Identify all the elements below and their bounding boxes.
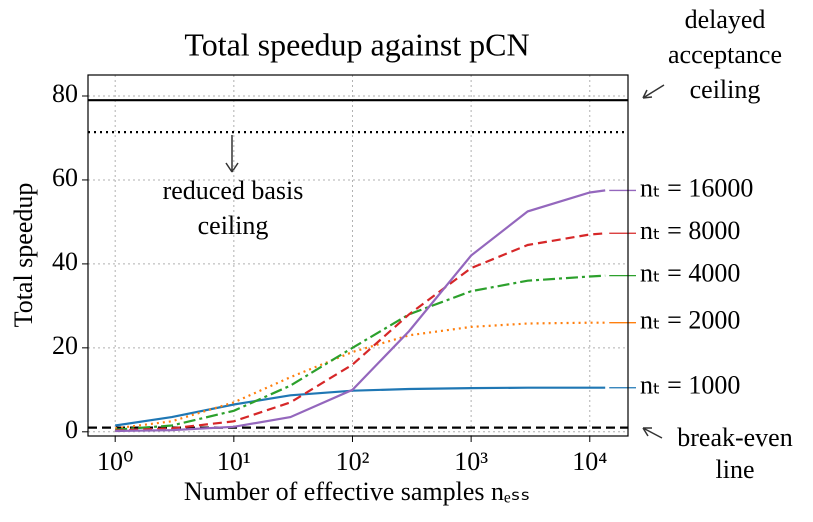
arrow xyxy=(642,84,665,99)
y-tick-label: 20 xyxy=(52,331,78,360)
annotation: ceiling xyxy=(198,211,269,240)
y-tick-label: 40 xyxy=(52,247,78,276)
x-tick-label: 10⁰ xyxy=(97,447,133,476)
x-axis-label: Number of effective samples nₑₛₛ xyxy=(184,477,530,506)
annotation: line xyxy=(716,455,755,484)
y-tick-label: 80 xyxy=(52,79,78,108)
annotation: acceptance xyxy=(668,40,782,69)
y-tick-label: 0 xyxy=(65,415,78,444)
series-label: nₜ = 8000 xyxy=(640,216,740,245)
series-line xyxy=(115,386,606,427)
annotation: ceiling xyxy=(690,75,761,104)
series-line xyxy=(115,274,606,431)
y-tick-label: 60 xyxy=(52,163,78,192)
series-label: nₜ = 4000 xyxy=(640,259,740,288)
annotation: delayed xyxy=(685,5,766,34)
chart-title: Total speedup against pCN xyxy=(184,26,529,62)
series-label: nₜ = 1000 xyxy=(640,371,740,400)
annotation: break-even xyxy=(677,423,792,452)
series-label: nₜ = 16000 xyxy=(640,173,753,202)
series-line xyxy=(115,232,606,432)
series-line xyxy=(115,189,606,433)
series-label: nₜ = 2000 xyxy=(640,306,740,335)
y-axis-label: Total speedup xyxy=(9,183,38,328)
annotation: reduced basis xyxy=(163,176,304,205)
x-tick-label: 10² xyxy=(336,447,370,476)
x-tick-label: 10¹ xyxy=(217,447,251,476)
x-tick-label: 10³ xyxy=(454,447,488,476)
plot-frame xyxy=(87,74,629,437)
x-tick-label: 10⁴ xyxy=(572,447,607,476)
arrow xyxy=(225,135,239,173)
arrow xyxy=(642,427,663,439)
